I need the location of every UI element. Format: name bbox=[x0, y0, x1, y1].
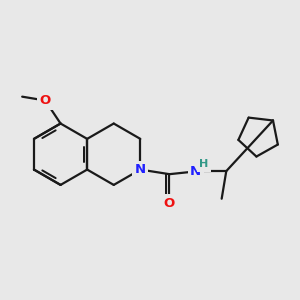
Text: O: O bbox=[164, 197, 175, 210]
Text: N: N bbox=[135, 163, 146, 176]
Text: H: H bbox=[199, 159, 209, 169]
Text: O: O bbox=[40, 94, 51, 107]
Text: N: N bbox=[190, 165, 201, 178]
